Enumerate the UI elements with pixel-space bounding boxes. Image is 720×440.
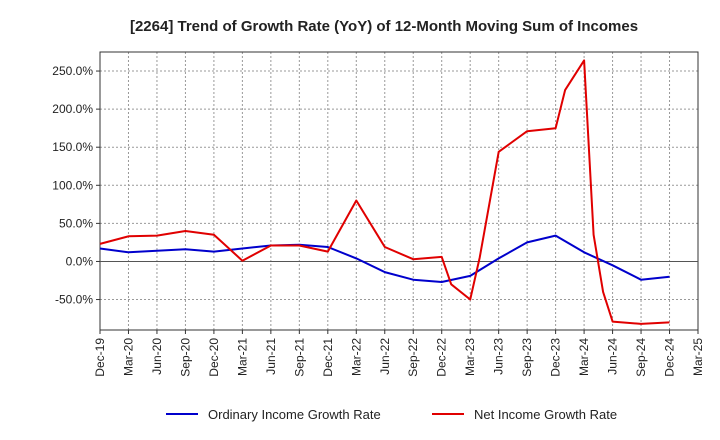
x-tick-label: Mar-22 — [349, 338, 363, 376]
x-tick-label: Mar-21 — [235, 338, 249, 376]
grid-lines — [100, 52, 698, 330]
series-lines — [99, 59, 670, 325]
chart-title: [2264] Trend of Growth Rate (YoY) of 12-… — [130, 18, 638, 35]
x-tick-label: Jun-23 — [492, 338, 506, 375]
x-tick-label: Mar-24 — [577, 338, 591, 376]
y-tick-label: -50.0% — [55, 293, 93, 307]
x-tick-label: Sep-24 — [634, 338, 648, 377]
x-tick-label: Dec-23 — [549, 338, 563, 377]
legend-label: Ordinary Income Growth Rate — [208, 407, 381, 422]
legend: Ordinary Income Growth Rate Net Income Gr… — [166, 407, 617, 422]
x-tick-label: Sep-23 — [520, 338, 534, 377]
series-line-ordinary-income — [99, 234, 670, 283]
y-tick-label: 100.0% — [52, 178, 93, 192]
x-tick-label: Dec-22 — [435, 338, 449, 377]
x-tick-label: Dec-20 — [207, 338, 221, 377]
y-tick-label: 200.0% — [52, 102, 93, 116]
x-tick-label: Dec-19 — [93, 338, 107, 377]
x-tick-label: Dec-24 — [663, 338, 677, 377]
series-line-net-income — [99, 59, 670, 325]
x-tick-label: Sep-20 — [178, 338, 192, 377]
legend-label: Net Income Growth Rate — [474, 407, 617, 422]
x-tick-label: Jun-21 — [264, 338, 278, 375]
y-tick-label: 0.0% — [66, 254, 94, 268]
x-tick-label: Jun-24 — [606, 338, 620, 375]
y-axis-ticks: -50.0% 0.0% 50.0% 100.0% 150.0% 200.0% 250.0% — [52, 64, 100, 307]
y-tick-label: 250.0% — [52, 64, 93, 78]
x-tick-label: Sep-21 — [292, 338, 306, 377]
x-tick-label: Dec-21 — [321, 338, 335, 377]
x-tick-label: Sep-22 — [406, 338, 420, 377]
x-tick-label: Jun-22 — [378, 338, 392, 375]
x-axis-ticks: Dec-19 Mar-20 Jun-20 Sep-20 Dec-20 Mar-21 Jun-… — [93, 330, 705, 377]
y-tick-label: 150.0% — [52, 140, 93, 154]
y-tick-label: 50.0% — [59, 216, 93, 230]
x-tick-label: Mar-20 — [121, 338, 135, 376]
x-tick-label: Mar-25 — [691, 338, 705, 376]
x-tick-label: Jun-20 — [150, 338, 164, 375]
plot-frame — [99, 51, 699, 331]
x-tick-label: Mar-23 — [463, 338, 477, 376]
